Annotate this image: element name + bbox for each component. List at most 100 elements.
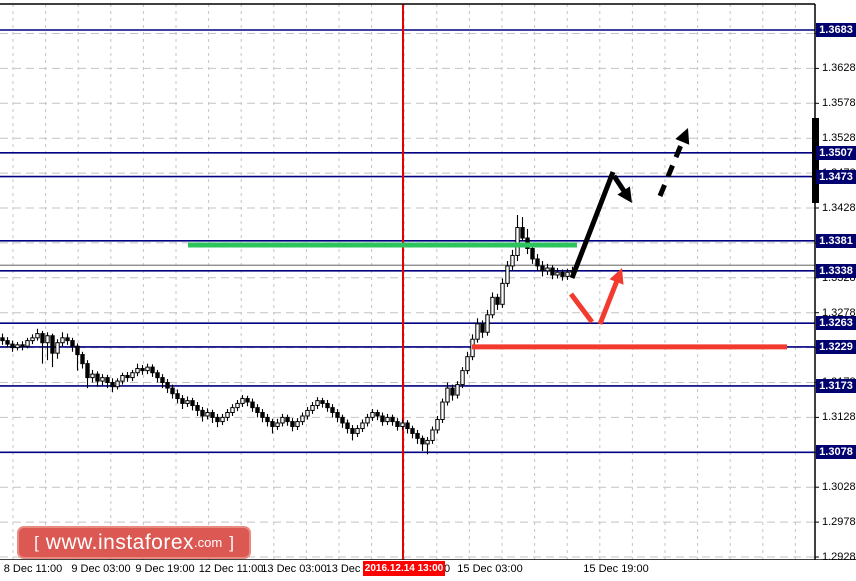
candle-body — [55, 342, 60, 354]
candle-body — [140, 368, 145, 372]
price-axis[interactable]: 1.36781.36281.35781.35281.34781.34281.33… — [815, 0, 856, 563]
candle-body — [50, 335, 55, 354]
price-level-badge: 1.3229 — [816, 339, 856, 354]
candle-body — [295, 421, 300, 427]
candle-body — [115, 380, 120, 388]
candle-body — [305, 409, 310, 417]
candle-body — [355, 428, 360, 434]
candle-body — [410, 428, 415, 434]
candle-body — [130, 372, 135, 379]
candle-body — [170, 387, 175, 395]
candle-body — [95, 373, 100, 382]
axis-highlight-bar — [812, 118, 819, 203]
time-tick-label: 0 — [443, 563, 451, 575]
candle-body — [515, 227, 520, 256]
watermark-bracket-right: ] — [229, 532, 234, 552]
candle-body — [30, 337, 35, 342]
price-level-badge: 1.3507 — [816, 145, 856, 160]
price-level-badge: 1.3683 — [816, 23, 856, 37]
candle-body — [70, 340, 75, 347]
candle-body — [380, 415, 385, 423]
candle-body — [375, 412, 380, 417]
candle-body — [265, 416, 270, 423]
candle-body — [325, 402, 330, 409]
candle-body — [120, 375, 125, 382]
candle-body — [520, 227, 525, 239]
candle-body — [25, 340, 30, 347]
candle-body — [390, 416, 395, 423]
candle-body — [210, 412, 215, 418]
time-tick-label: 12 Dec 11:00 — [198, 563, 264, 575]
time-tick-label: 13 Dec 03:00 — [261, 563, 327, 575]
price-level-badge: 1.3381 — [816, 233, 856, 248]
candle-body — [545, 267, 550, 272]
candle-body — [395, 421, 400, 427]
candle-body — [230, 407, 235, 414]
price-tick-label: 1.3028 — [822, 481, 856, 494]
candle-body — [540, 265, 545, 272]
candle-body — [425, 439, 430, 445]
candle-body — [535, 258, 540, 267]
candle-body — [145, 366, 150, 372]
candle-body — [340, 416, 345, 424]
candle-body — [285, 416, 290, 423]
candle-body — [275, 422, 280, 427]
candle-body — [475, 323, 480, 340]
candle-body — [465, 356, 470, 372]
candle-body — [20, 344, 25, 347]
candle-body — [430, 429, 435, 441]
candle-body — [200, 409, 205, 417]
candle-body — [415, 432, 420, 439]
time-tick-label: 8 Dec 11:00 — [3, 563, 63, 575]
candle-body — [60, 337, 65, 344]
candle-body — [510, 254, 515, 267]
time-tick-label: 9 Dec 19:00 — [135, 563, 195, 575]
candle-body — [290, 421, 295, 427]
price-tick-label: 1.2978 — [822, 516, 856, 529]
candle-body — [440, 401, 445, 420]
event-date-label: 2016.12.14 13:00 — [364, 563, 444, 574]
candle-body — [320, 400, 325, 404]
price-tick-label: 1.3628 — [822, 62, 856, 75]
candle-body — [205, 412, 210, 417]
projection-line-black — [569, 171, 616, 279]
candle-body — [460, 370, 465, 386]
candle-body — [360, 422, 365, 430]
candle-body — [445, 387, 450, 403]
candle-body — [450, 387, 455, 396]
candle-body — [155, 372, 160, 379]
candle-body — [385, 416, 390, 423]
candle-body — [100, 377, 105, 382]
candle-body — [10, 343, 15, 349]
price-tick-label: 1.3528 — [822, 132, 856, 145]
price-level-badge: 1.3263 — [816, 316, 856, 331]
candle-body — [500, 282, 505, 305]
candle-body — [125, 375, 130, 379]
candle-body — [160, 377, 165, 383]
candle-body — [80, 354, 85, 365]
candle-body — [5, 340, 10, 345]
candle-body — [225, 412, 230, 418]
candle-body — [245, 398, 250, 403]
candle-body — [480, 323, 485, 333]
time-tick-label: 15 Dec 19:00 — [583, 563, 649, 575]
candle-body — [490, 296, 495, 316]
candle-body — [310, 405, 315, 411]
candle-body — [85, 363, 90, 379]
candle-body — [345, 422, 350, 430]
candle-body — [110, 381, 115, 388]
candle-body — [175, 393, 180, 400]
candle-body — [280, 416, 285, 424]
candle-body — [45, 335, 50, 344]
price-tick-label: 1.3278 — [822, 306, 856, 319]
watermark-site-name: www.instaforex — [45, 530, 195, 554]
candle-body — [330, 407, 335, 414]
candle-body — [195, 405, 200, 411]
pullback-line-red — [569, 292, 594, 324]
candle-body — [40, 333, 45, 344]
price-tick-label: 1.3128 — [822, 411, 856, 424]
candle-body — [565, 271, 570, 277]
price-tick-label: 1.3578 — [822, 97, 856, 110]
